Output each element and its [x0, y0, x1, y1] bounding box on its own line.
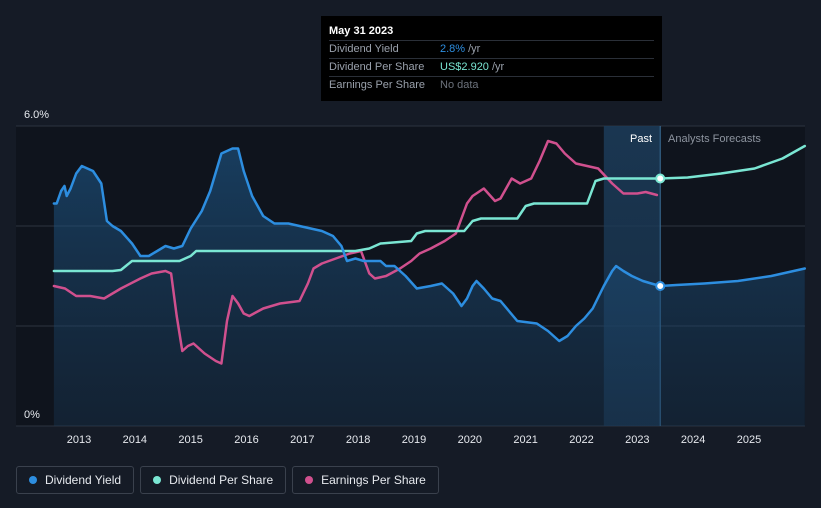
x-tick-label: 2017	[290, 434, 314, 446]
legend-item-dividend-yield[interactable]: Dividend Yield	[16, 466, 135, 494]
tooltip-row-yield: Dividend Yield 2.8% /yr	[329, 40, 654, 58]
tooltip: May 31 2023 Dividend Yield 2.8% /yr Divi…	[321, 16, 662, 101]
x-tick-label: 2014	[123, 434, 147, 446]
tooltip-unit: /yr	[468, 43, 481, 55]
legend-label: Dividend Per Share	[169, 473, 274, 487]
tooltip-value: 2.8%	[440, 43, 466, 55]
tooltip-label: Dividend Yield	[329, 43, 399, 55]
legend-item-dividend-per-share[interactable]: Dividend Per Share	[140, 466, 287, 494]
series-line-dividend-yield	[52, 147, 807, 343]
x-tick-label: 2021	[513, 434, 537, 446]
x-tick-label: 2022	[569, 434, 593, 446]
x-axis-ticks: 2013 2014 2015 2016 2017 2018 2019 2020 2021 2022…	[67, 434, 761, 446]
tooltip-value: US$2.920	[440, 61, 489, 73]
legend: Dividend Yield Dividend Per Share Earnin…	[16, 466, 439, 494]
tooltip-unit: /yr	[491, 61, 505, 73]
highlight-marker	[655, 281, 666, 291]
x-tick-label: 2016	[234, 434, 258, 446]
forecast-label: Analysts Forecasts	[668, 133, 761, 145]
x-tick-label: 2025	[737, 434, 761, 446]
legend-label: Earnings Per Share	[321, 473, 426, 487]
y-tick-bottom: 0%	[24, 409, 40, 421]
legend-label: Dividend Yield	[45, 473, 122, 487]
series-layer	[52, 126, 807, 426]
tooltip-row-eps: Earnings Per Share No data	[329, 76, 654, 94]
legend-dot-icon	[153, 476, 162, 484]
tooltip-label: Earnings Per Share	[329, 79, 425, 91]
x-tick-label: 2024	[681, 434, 705, 446]
past-label: Past	[630, 133, 652, 145]
x-tick-label: 2013	[67, 434, 91, 446]
highlight-marker	[655, 173, 666, 184]
tooltip-row-dps: Dividend Per Share US$2.920 /yr	[329, 58, 654, 76]
x-tick-label: 2018	[346, 434, 370, 446]
x-tick-label: 2019	[402, 434, 426, 446]
x-tick-label: 2015	[178, 434, 202, 446]
tooltip-label: Dividend Per Share	[329, 61, 425, 73]
tooltip-date: May 31 2023	[329, 25, 394, 37]
x-tick-label: 2020	[458, 434, 482, 446]
legend-item-earnings-per-share[interactable]: Earnings Per Share	[292, 466, 439, 494]
y-tick-top: 6.0%	[24, 109, 49, 121]
x-tick-label: 2023	[625, 434, 649, 446]
legend-dot-icon	[29, 476, 37, 484]
legend-dot-icon	[305, 476, 314, 484]
tooltip-value: No data	[440, 79, 479, 91]
